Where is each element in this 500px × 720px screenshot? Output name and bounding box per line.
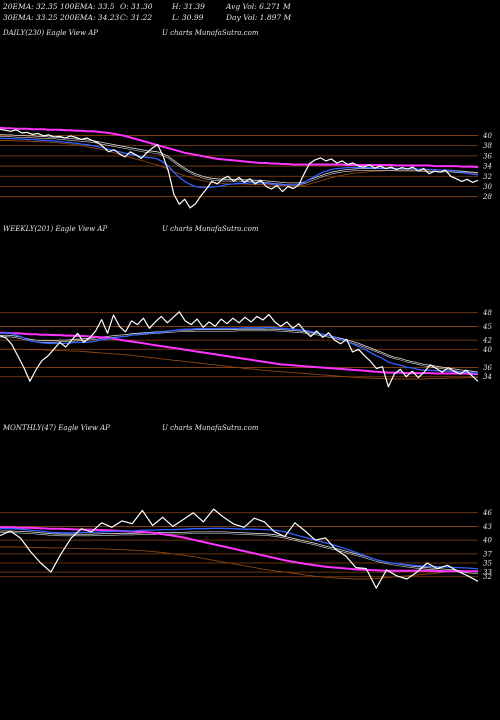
- price-line: [0, 508, 479, 589]
- panel-watermark: U charts MunafaSutra.com: [162, 225, 259, 233]
- ema-blue-line: [0, 326, 479, 375]
- panel-watermark: U charts MunafaSutra.com: [162, 424, 259, 432]
- y-tick-label: 48: [482, 309, 492, 317]
- ema-magenta-line: [0, 126, 479, 169]
- panel-title: DAILY(230) Eagle View AP: [2, 29, 98, 37]
- ema-white-line-2: [0, 532, 479, 574]
- chart-panel-2: MONTHLY(47) Eagle View AP U charts Munafa…: [0, 424, 492, 589]
- y-tick-label: 36: [483, 364, 492, 372]
- ema-white-line-2: [0, 330, 479, 374]
- header-avg-vol: Avg Vol: 6.271 M: [226, 2, 291, 11]
- y-tick-label: 42: [482, 337, 492, 345]
- y-tick-label: 43: [482, 523, 492, 531]
- y-tick-label: 35: [483, 560, 492, 568]
- y-tick-label: 40: [482, 537, 492, 545]
- ema-white-line: [0, 328, 479, 373]
- header-high: H: 31.39: [172, 2, 205, 11]
- y-tick-label: 30: [483, 183, 492, 191]
- panel-watermark: U charts MunafaSutra.com: [162, 29, 259, 37]
- y-tick-label: 40: [482, 132, 492, 140]
- y-tick-label: 32: [483, 573, 492, 581]
- ema-brown-line: [0, 348, 478, 380]
- chart-panel-0: DAILY(230) Eagle View AP U charts MunafaS…: [0, 29, 492, 209]
- header-day-vol: Day Vol: 1.897 M: [226, 13, 292, 22]
- y-tick-label: 33: [483, 569, 492, 577]
- ema-blue-line: [0, 527, 479, 570]
- header-30ema: 30EMA: 33.25: [3, 13, 58, 22]
- header-low: L: 30.99: [172, 13, 204, 22]
- y-tick-label: 40: [482, 346, 492, 354]
- y-tick-label: 46: [482, 509, 492, 517]
- y-tick-label: 45: [482, 323, 492, 331]
- ema-white-line: [0, 134, 479, 184]
- header-close: C: 31.22: [120, 13, 153, 22]
- y-tick-label: 28: [482, 193, 492, 201]
- y-tick-label: 32: [483, 173, 492, 181]
- price-line: [0, 311, 479, 388]
- y-tick-label: 36: [483, 152, 492, 160]
- ema-white-line-2: [0, 135, 479, 185]
- y-tick-label: 34: [483, 373, 492, 381]
- header-200ema: 200EMA: 34.23: [60, 13, 120, 22]
- panel-title: MONTHLY(47) Eagle View AP: [2, 424, 110, 432]
- header-open: O: 31.30: [120, 2, 153, 11]
- chart-panel-1: WEEKLY(201) Eagle View AP U charts Munafa…: [0, 225, 492, 388]
- y-tick-label: 38: [483, 142, 492, 150]
- price-line: [0, 128, 479, 209]
- y-tick-label: 37: [483, 550, 492, 558]
- panel-title: WEEKLY(201) Eagle View AP: [3, 225, 107, 233]
- header-20ema: 20EMA: 32.35: [3, 2, 58, 11]
- y-tick-label: 34: [483, 163, 492, 171]
- header-100ema: 100EMA: 33.5: [60, 2, 115, 11]
